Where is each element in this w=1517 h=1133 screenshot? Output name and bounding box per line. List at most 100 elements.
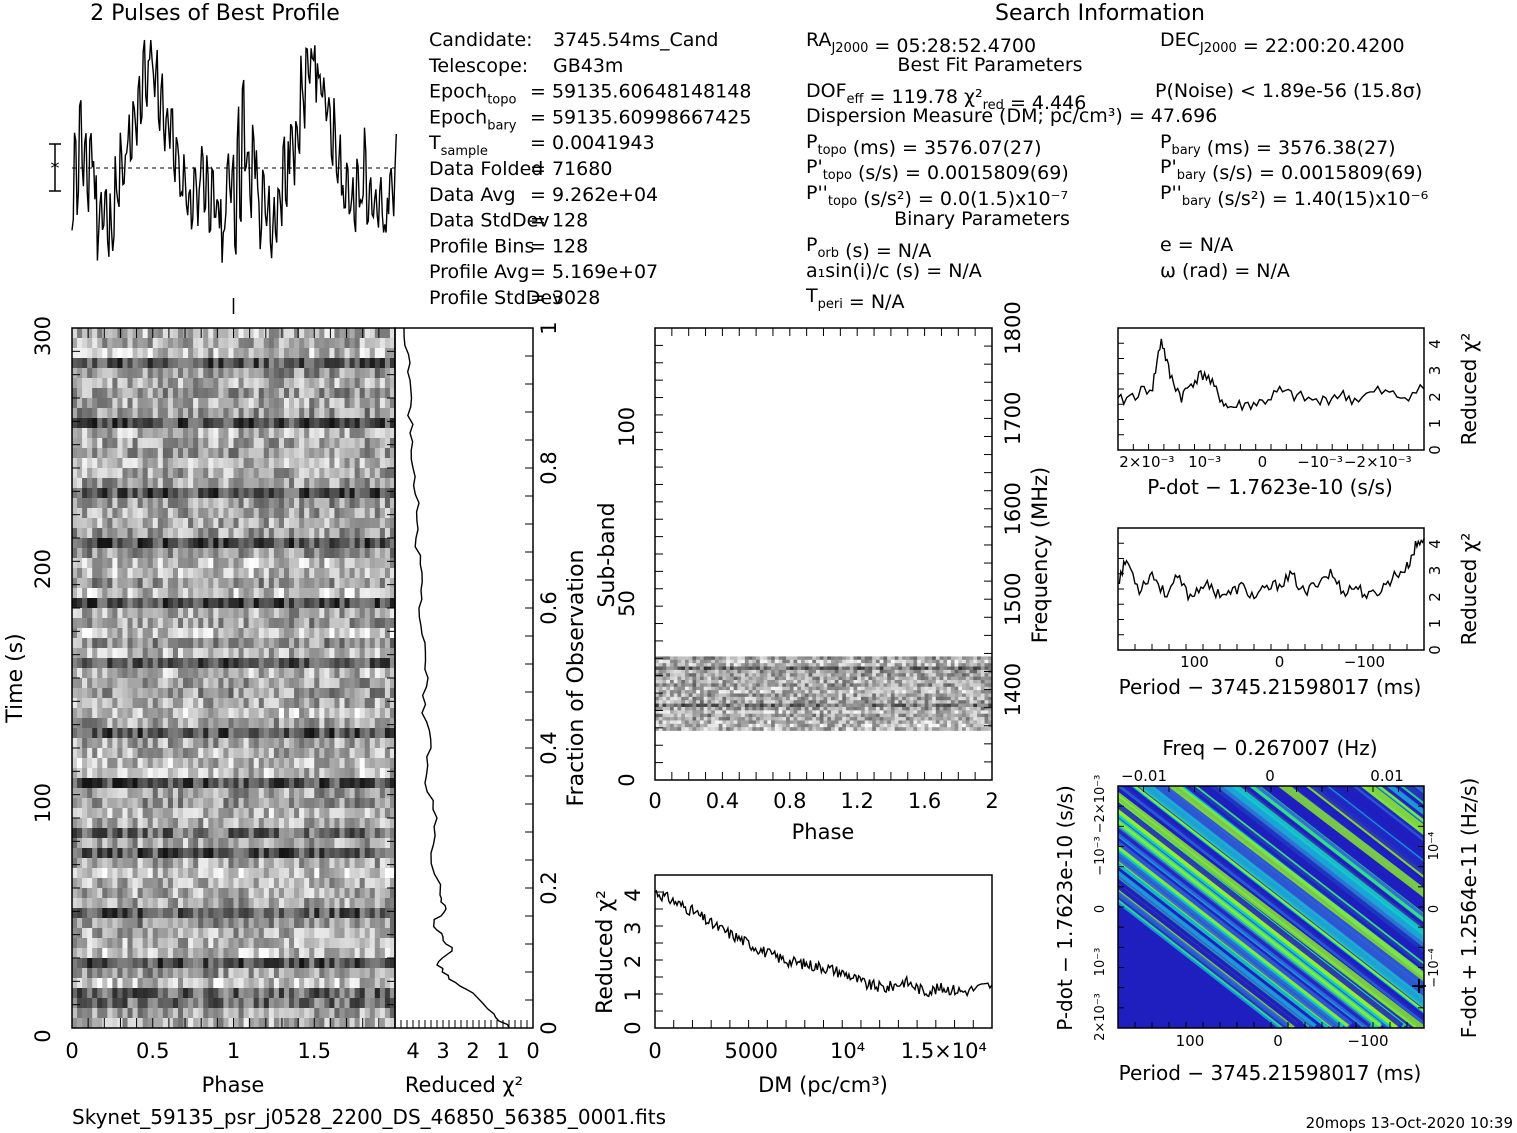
- time-phase-cell: [193, 608, 199, 619]
- time-phase-cell: [193, 398, 199, 409]
- time-phase-cell: [233, 558, 239, 569]
- time-phase-cell: [112, 838, 118, 849]
- time-phase-cell: [213, 598, 219, 609]
- time-phase-cell: [369, 528, 376, 539]
- time-phase-cell: [354, 708, 360, 719]
- time-phase-cell: [147, 338, 154, 349]
- subband-cell: [756, 663, 761, 667]
- time-phase-cell: [364, 978, 371, 989]
- subband-cell: [883, 666, 888, 671]
- time-phase-cell: [324, 828, 330, 839]
- subband-cell: [733, 656, 738, 661]
- subband-cell: [741, 666, 746, 671]
- time-phase-cell: [243, 738, 249, 749]
- time-phase-cell: [374, 808, 381, 819]
- time-phase-cell: [294, 968, 300, 979]
- subband-cell: [655, 669, 660, 674]
- subband-cell: [935, 666, 940, 671]
- time-phase-cell: [183, 508, 189, 519]
- time-phase-cell: [208, 408, 214, 419]
- time-phase-cell: [349, 818, 355, 829]
- time-phase-cell: [137, 528, 143, 539]
- time-phase-cell: [253, 418, 260, 429]
- time-phase-cell: [167, 708, 174, 719]
- time-phase-cell: [359, 878, 366, 889]
- time-phase-cell: [238, 678, 244, 689]
- time-phase-cell: [334, 608, 340, 619]
- time-phase-cell: [359, 918, 366, 929]
- time-phase-cell: [364, 478, 371, 489]
- time-phase-cell: [263, 918, 270, 929]
- time-phase-cell: [248, 378, 254, 389]
- time-phase-cell: [112, 998, 118, 1009]
- time-phase-cell: [77, 858, 83, 869]
- time-phase-cell: [369, 688, 376, 699]
- time-phase-cell: [299, 748, 305, 759]
- time-phase-cell: [273, 768, 280, 779]
- time-phase-cell: [223, 508, 229, 519]
- time-phase-cell: [238, 768, 244, 779]
- time-phase-cell: [324, 918, 330, 929]
- time-phase-cell: [233, 778, 239, 789]
- time-phase-cell: [137, 678, 143, 689]
- time-phase-cell: [147, 548, 154, 559]
- tc-ylabel: Fraction of Observation: [564, 550, 589, 807]
- time-phase-cell: [364, 338, 371, 349]
- time-phase-cell: [92, 828, 98, 839]
- time-phase-cell: [132, 428, 138, 439]
- time-phase-cell: [299, 648, 305, 659]
- time-phase-cell: [167, 1018, 174, 1029]
- subband-cell: [909, 666, 914, 671]
- subband-cell: [748, 659, 753, 664]
- subband-cell: [819, 659, 824, 664]
- time-phase-cell: [354, 558, 360, 569]
- time-phase-cell: [334, 428, 340, 439]
- subband-cell: [748, 666, 753, 671]
- time-phase-cell: [283, 478, 290, 489]
- time-phase-cell: [389, 328, 396, 339]
- time-phase-cell: [359, 718, 366, 729]
- time-phase-cell: [324, 908, 330, 919]
- time-phase-cell: [273, 378, 280, 389]
- time-phase-cell: [203, 708, 209, 719]
- time-phase-cell: [233, 888, 239, 899]
- time-phase-cell: [354, 438, 360, 449]
- time-phase-cell: [137, 448, 143, 459]
- time-phase-cell: [127, 908, 133, 919]
- time-phase-cell: [344, 468, 350, 479]
- subband-cell: [950, 669, 955, 674]
- time-phase-cell: [203, 468, 209, 479]
- time-phase-cell: [299, 698, 305, 709]
- time-phase-cell: [172, 568, 179, 579]
- time-phase-cell: [258, 978, 265, 989]
- time-phase-cell: [283, 358, 290, 369]
- time-phase-cell: [369, 608, 376, 619]
- time-phase-cell: [72, 888, 78, 899]
- dof-value: DOFeff = 119.78 χ²red = 4.446: [806, 80, 1086, 114]
- time-phase-cell: [319, 978, 325, 989]
- time-phase-cell: [127, 418, 133, 429]
- subband-cell: [939, 666, 944, 671]
- time-phase-cell: [147, 958, 154, 969]
- time-phase-cell: [87, 928, 93, 939]
- time-phase-cell: [188, 798, 194, 809]
- subband-cell: [845, 666, 851, 671]
- time-phase-cell: [112, 668, 118, 679]
- time-phase-cell: [374, 748, 381, 759]
- time-phase-cell: [243, 508, 249, 519]
- time-phase-cell: [304, 368, 310, 379]
- time-phase-cell: [117, 348, 123, 359]
- time-phase-cell: [253, 708, 260, 719]
- time-phase-cell: [228, 638, 234, 649]
- time-phase-cell: [273, 1008, 280, 1019]
- time-phase-cell: [278, 528, 285, 539]
- time-phase-cell: [77, 918, 83, 929]
- time-phase-cell: [87, 638, 93, 649]
- info-label: Profile Bins: [429, 235, 534, 257]
- time-phase-cell: [157, 848, 164, 859]
- subband-cell: [801, 666, 806, 671]
- time-phase-cell: [92, 518, 98, 529]
- time-phase-cell: [112, 578, 118, 589]
- time-phase-cell: [147, 738, 154, 749]
- time-phase-cell: [304, 728, 310, 739]
